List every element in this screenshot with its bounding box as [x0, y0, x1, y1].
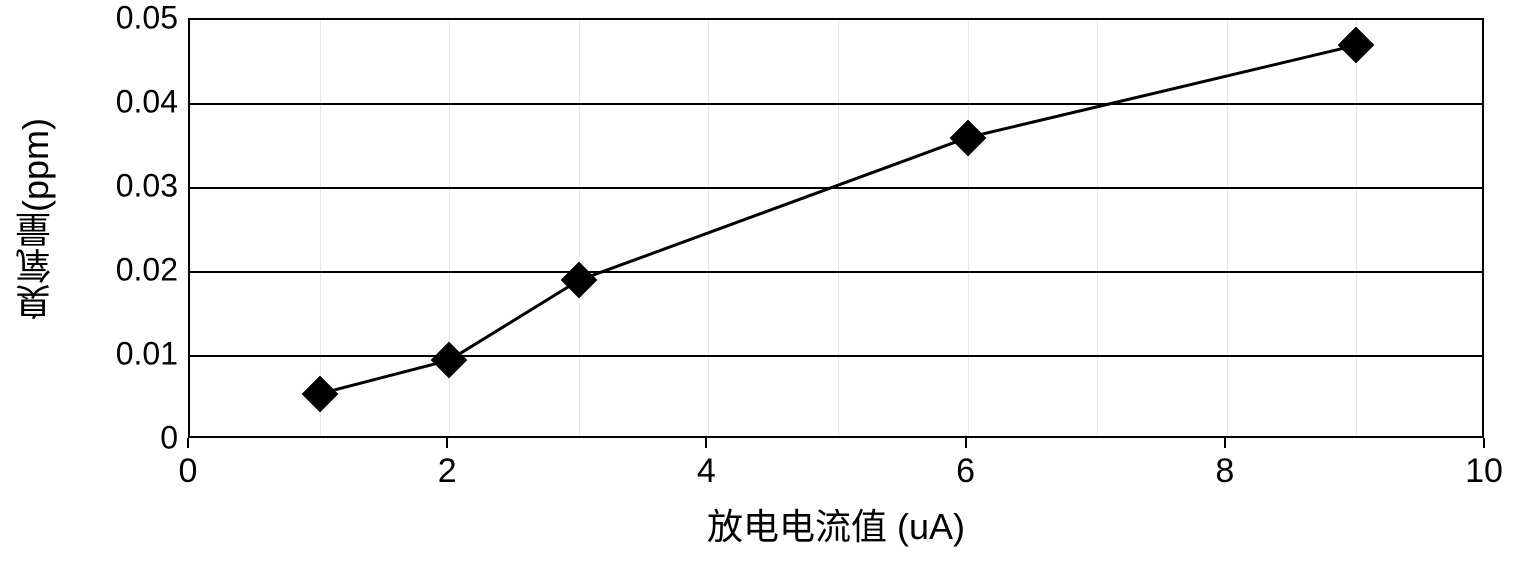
xtick-mark	[965, 438, 967, 448]
plot-area	[188, 18, 1484, 438]
xtick-mark	[1224, 438, 1226, 448]
x-axis-label: 放电电流值 (uA)	[707, 498, 965, 550]
ytick-label: 0.04	[88, 84, 178, 121]
gridline-v	[1097, 20, 1098, 436]
gridline-h	[190, 187, 1482, 189]
gridline-v	[708, 20, 709, 436]
xtick-mark	[187, 438, 189, 448]
xtick-label: 0	[179, 452, 198, 491]
ytick-label: 0	[88, 420, 178, 457]
xtick-label: 8	[1215, 452, 1234, 491]
xtick-label: 10	[1465, 452, 1503, 491]
gridline-v	[968, 20, 969, 436]
xtick-label: 4	[697, 452, 716, 491]
gridline-v	[1227, 20, 1228, 436]
series-line	[190, 20, 1482, 436]
xtick-mark	[446, 438, 448, 448]
ytick-label: 0.01	[88, 336, 178, 373]
gridline-h	[190, 271, 1482, 273]
y-axis-label: 臭氧量(ppm)	[10, 118, 62, 320]
gridline-v	[838, 20, 839, 436]
ozone-chart: 臭氧量(ppm) 放电电流值 (uA) 0 0.01 0.02 0.03 0.04 0.0…	[0, 0, 1520, 578]
gridline-h	[190, 355, 1482, 357]
ytick-label: 0.02	[88, 252, 178, 289]
xtick-label: 6	[956, 452, 975, 491]
gridline-h	[190, 103, 1482, 105]
ytick-label: 0.05	[88, 0, 178, 37]
gridline-v	[579, 20, 580, 436]
ytick-label: 0.03	[88, 168, 178, 205]
gridline-v	[320, 20, 321, 436]
gridline-v	[1356, 20, 1357, 436]
xtick-label: 2	[438, 452, 457, 491]
xtick-mark	[1483, 438, 1485, 448]
xtick-mark	[705, 438, 707, 448]
